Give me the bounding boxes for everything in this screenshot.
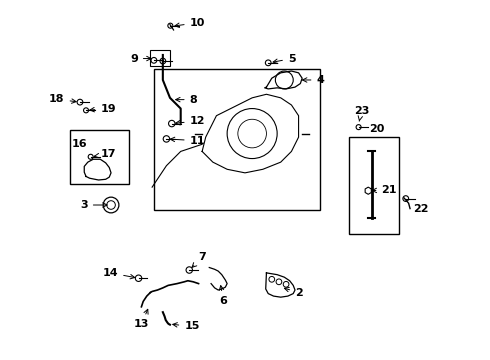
Bar (70, 130, 129, 184)
Text: 2: 2 (284, 287, 303, 297)
Text: 14: 14 (102, 268, 135, 279)
Text: 21: 21 (372, 185, 397, 195)
Text: 8: 8 (175, 95, 197, 105)
Text: 11: 11 (170, 136, 205, 146)
Text: 23: 23 (354, 106, 369, 121)
Text: 6: 6 (220, 285, 227, 306)
Text: 19: 19 (90, 104, 116, 113)
Text: 10: 10 (175, 18, 205, 28)
Text: 18: 18 (49, 94, 76, 104)
Text: 9: 9 (130, 54, 151, 64)
Text: 16: 16 (72, 139, 88, 149)
Text: 17: 17 (95, 149, 116, 159)
Text: 7: 7 (192, 252, 206, 267)
Bar (154, 69, 320, 210)
Bar (150, 50, 170, 66)
Text: 13: 13 (134, 309, 149, 329)
Text: 12: 12 (175, 116, 205, 126)
Text: 22: 22 (413, 204, 428, 214)
Text: 4: 4 (302, 75, 324, 85)
Text: 20: 20 (369, 124, 385, 134)
Text: 15: 15 (173, 321, 199, 332)
Bar (348, 137, 398, 234)
Text: 5: 5 (273, 54, 295, 64)
Text: 3: 3 (80, 200, 107, 210)
